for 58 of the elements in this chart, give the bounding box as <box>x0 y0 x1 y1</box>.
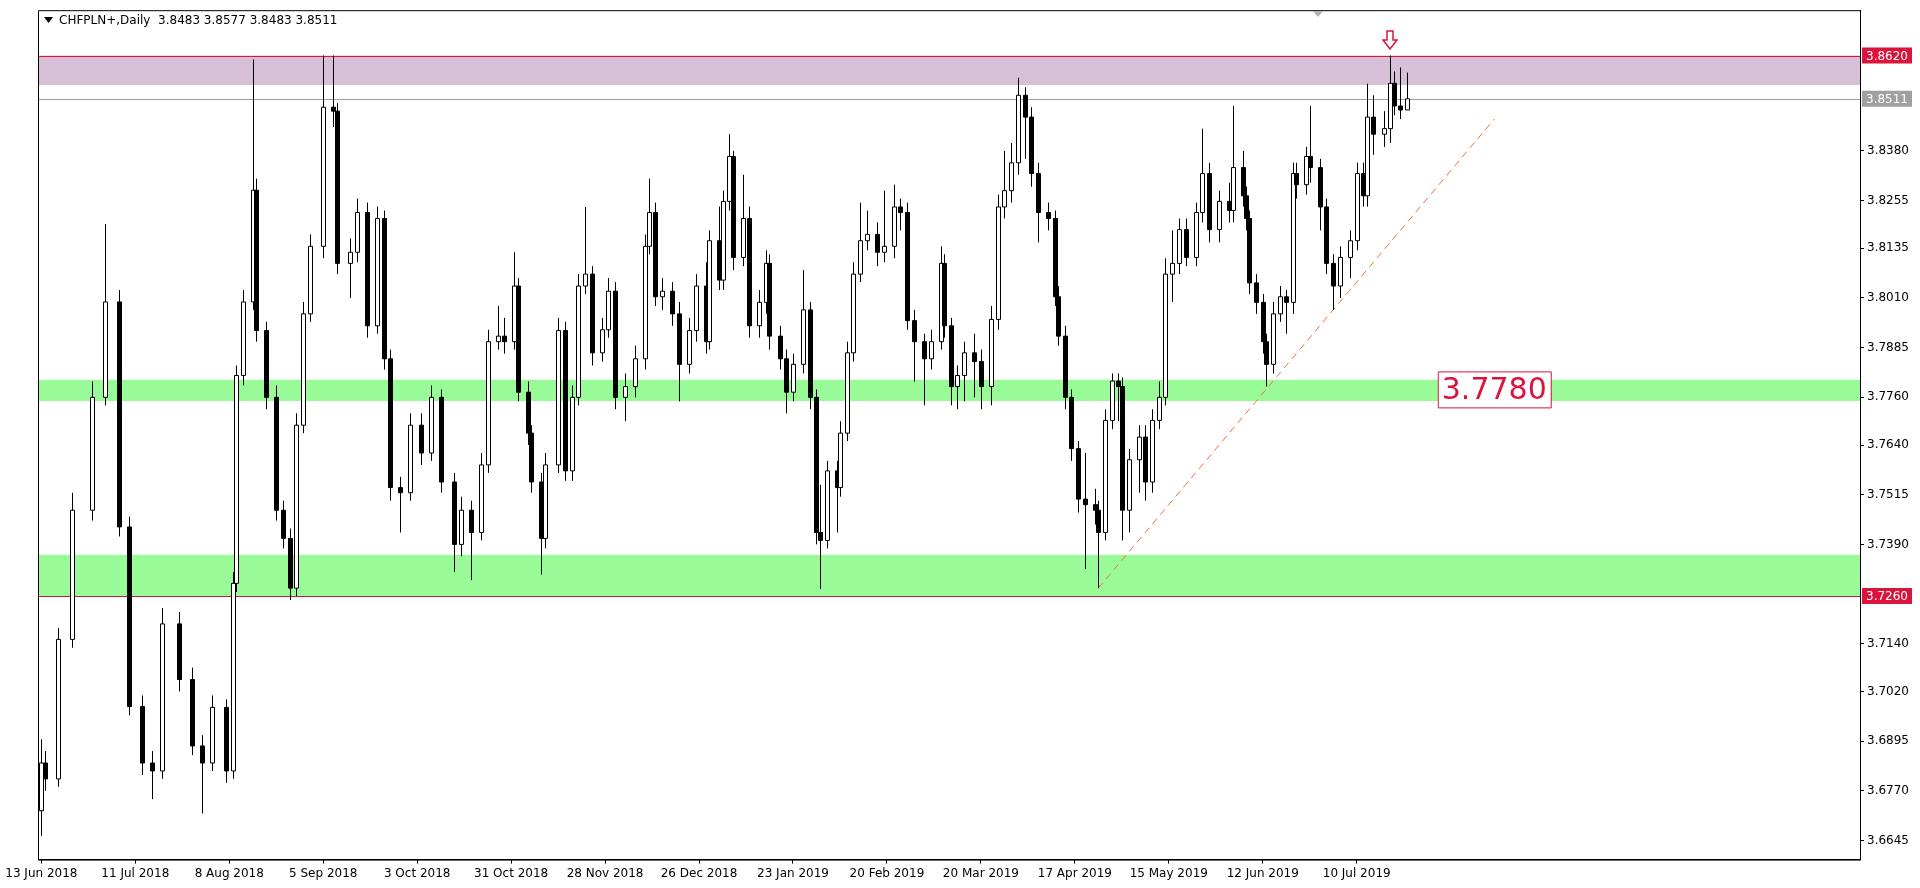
y-tick-label: 3.7515 <box>1867 486 1910 501</box>
y-tick-label: 3.7020 <box>1867 683 1910 698</box>
x-tick-label: 31 Oct 2018 <box>474 865 549 880</box>
candlestick <box>1046 202 1051 231</box>
y-tick-label: 3.8255 <box>1867 192 1910 207</box>
candlestick <box>1076 440 1081 514</box>
y-tick-label: 3.8010 <box>1867 290 1910 305</box>
candlestick <box>264 321 269 410</box>
candlestick <box>1271 301 1276 374</box>
candlestick <box>801 269 806 374</box>
candlestick <box>301 301 306 434</box>
x-tick-label: 28 Nov 2018 <box>566 865 644 880</box>
x-tick-label: 11 Jul 2018 <box>101 865 170 880</box>
candlestick <box>1348 229 1353 279</box>
candlestick <box>825 460 830 549</box>
chart-title: CHFPLN+,Daily 3.8483 3.8577 3.8483 3.8511 <box>59 13 338 28</box>
y-tick-label: 3.7390 <box>1867 536 1910 551</box>
x-tick-label: 23 Jan 2019 <box>757 865 829 880</box>
x-tick-label: 13 Jun 2018 <box>5 865 78 880</box>
candlestick <box>1127 448 1132 533</box>
candlestick <box>1291 162 1296 315</box>
y-tick-label: 3.8380 <box>1867 143 1910 158</box>
ref-line-label: 3.8511 <box>1866 91 1909 106</box>
x-tick-label: 20 Feb 2019 <box>849 865 925 880</box>
candlestick <box>479 452 484 541</box>
y-tick-label: 3.8135 <box>1867 240 1910 255</box>
candlestick <box>241 289 246 386</box>
x-tick-label: 3 Oct 2018 <box>383 865 451 880</box>
candlestick <box>858 202 863 283</box>
candlestick <box>1036 162 1041 243</box>
x-tick-label: 8 Aug 2018 <box>194 865 264 880</box>
x-tick-label: 17 Apr 2019 <box>1037 865 1112 880</box>
x-tick-label: 26 Dec 2018 <box>660 865 738 880</box>
candlestick <box>677 301 682 402</box>
y-tick-label: 3.7640 <box>1867 437 1910 452</box>
candlestick <box>103 223 108 406</box>
y-tick-label: 3.6895 <box>1867 733 1910 748</box>
candlestick <box>687 317 692 374</box>
y-tick-label: 3.7885 <box>1867 339 1910 354</box>
x-tick-label: 5 Sep 2018 <box>289 865 358 880</box>
x-tick-label: 12 Jun 2019 <box>1226 865 1299 880</box>
candlestick <box>623 372 628 422</box>
candlestick <box>355 198 360 263</box>
y-tick-label: 3.7760 <box>1867 389 1910 404</box>
x-tick-label: 20 Mar 2019 <box>942 865 1019 880</box>
candlestick <box>1254 273 1259 315</box>
candlestick <box>1184 217 1189 267</box>
candlestick <box>1120 376 1125 541</box>
candlestick <box>1177 217 1182 275</box>
y-tick-label: 3.7140 <box>1867 635 1910 650</box>
y-tick-label: 3.6645 <box>1867 832 1910 847</box>
y-tick-label: 3.6770 <box>1867 782 1910 797</box>
ref-line-label: 3.7260 <box>1866 589 1909 604</box>
band-label: 3.7780 <box>1441 371 1547 407</box>
ref-line-label: 3.8620 <box>1866 48 1909 63</box>
x-tick-label: 15 May 2019 <box>1129 865 1208 880</box>
x-tick-label: 10 Jul 2019 <box>1322 865 1391 880</box>
candlestick <box>962 341 967 402</box>
